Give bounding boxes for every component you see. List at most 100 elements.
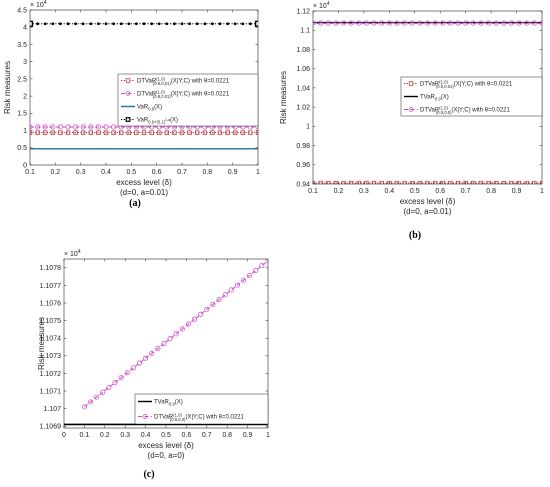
series-marker-3: [516, 20, 522, 26]
legend-entry-main: DTVaR: [420, 108, 440, 114]
series-marker-4: [226, 22, 230, 26]
panel-label: (b): [409, 230, 421, 241]
series-marker-3: [478, 20, 484, 26]
y-tick-label: 1.1: [300, 28, 310, 35]
series-group: [64, 259, 268, 426]
legend-entry-main: TVaR: [420, 95, 436, 101]
legend-swatch-marker: [142, 414, 148, 419]
series-marker-2: [143, 355, 149, 361]
legend-entry-main: VaR: [137, 105, 149, 111]
x-tick-label: 0.7: [461, 188, 471, 195]
series-marker-2: [161, 341, 167, 347]
axis-exponent-base: × 10: [30, 2, 44, 9]
panel-label: (c): [143, 469, 154, 480]
x-tick-label: 0.5: [410, 188, 420, 195]
series-marker-2: [155, 345, 161, 351]
series-marker-2: [167, 336, 173, 342]
y-tick-label: 0.5: [17, 145, 27, 152]
legend-entry-sub: 0.9+(0.1): [148, 119, 165, 124]
series-marker-3: [356, 20, 362, 26]
series-marker-2: [87, 399, 94, 405]
series-marker-1: [233, 130, 238, 135]
series-marker-2: [136, 360, 143, 366]
legend-entry-main: DTVaR: [137, 92, 157, 98]
series-marker-1: [387, 180, 392, 184]
series-marker-1: [134, 130, 139, 135]
series-marker-3: [379, 20, 385, 26]
series-marker-2: [216, 297, 222, 303]
series-marker-4: [188, 22, 192, 26]
series-marker-3: [394, 20, 400, 26]
series-marker-1: [225, 130, 230, 135]
series-marker-2: [228, 287, 234, 293]
series-marker-4: [51, 22, 55, 26]
series-marker-2: [173, 331, 179, 337]
legend-swatch-marker: [408, 81, 414, 86]
series-marker-2: [81, 404, 87, 410]
series-marker-4: [74, 22, 77, 26]
series-marker-1: [187, 130, 192, 135]
series-line-2: [84, 260, 268, 408]
legend-entry-sup: (1,0): [439, 105, 448, 110]
x-tick-label: 0.6: [152, 169, 162, 176]
legend-entry-sub: 0.9: [169, 401, 175, 406]
series-marker-1: [248, 130, 253, 135]
legend-entry-sub: (0.9,0.0): [436, 110, 452, 115]
axis-exponent: × 104: [30, 0, 47, 9]
series-group: [313, 20, 542, 184]
series-marker-1: [141, 130, 147, 135]
series-marker-4: [30, 20, 34, 27]
x-tick-label: 0.1: [80, 432, 90, 439]
series-marker-1: [364, 180, 369, 184]
series-marker-1: [202, 130, 207, 135]
series-marker-1: [58, 130, 63, 135]
x-tick-label: 1: [540, 188, 544, 195]
series-marker-3: [455, 20, 461, 26]
series-marker-2: [111, 124, 117, 130]
legend: DTVaR(1,0) (0.9,0.01)(X|Y;C) with θ=0.022…: [400, 76, 543, 117]
series-marker-1: [539, 180, 542, 184]
series-marker-1: [326, 180, 331, 184]
x-tick-label: 0.9: [512, 188, 522, 195]
x-tick-label: 1: [256, 169, 260, 176]
y-tick-label: 1.1076: [40, 300, 62, 307]
series-marker-1: [379, 180, 384, 184]
series-marker-1: [402, 180, 407, 184]
series-marker-3: [417, 20, 423, 26]
x-tick-label: 0.7: [177, 169, 187, 176]
legend-entry-sub: (0.9,0.01): [153, 81, 172, 86]
series-marker-3: [432, 20, 438, 26]
series-marker-2: [185, 321, 191, 327]
y-axis-label: Risk measures: [37, 317, 46, 370]
series-marker-3: [524, 20, 530, 26]
series-marker-4: [104, 22, 108, 26]
series-marker-1: [30, 130, 33, 135]
series-marker-4: [180, 22, 184, 26]
series-marker-4: [135, 22, 138, 26]
legend-entry: TVaR0.9(X): [154, 400, 183, 407]
series-marker-3: [501, 20, 507, 26]
x-axis-label: excess level (δ): [400, 197, 456, 206]
x-tick-label: 0.5: [161, 432, 171, 439]
series-marker-2: [100, 389, 106, 395]
legend-entry-main: DTVaR: [154, 415, 174, 421]
series-marker-1: [179, 130, 185, 135]
series-marker-4: [36, 22, 39, 26]
y-tick-label: 4: [23, 25, 27, 32]
series-marker-1: [119, 130, 124, 135]
y-tick-label: 1.1072: [40, 371, 62, 378]
legend-entry-tail: (X|Y;C) with θ=0.0221: [451, 108, 510, 114]
axis-exponent: × 104: [64, 249, 81, 258]
x-tick-label: 0.5: [126, 169, 136, 176]
series-marker-2: [124, 370, 130, 376]
series-marker-2: [210, 302, 216, 308]
series-marker-3: [402, 20, 408, 26]
y-tick-label: 1.1078: [40, 265, 62, 272]
legend-swatch-marker: [408, 107, 414, 112]
series-marker-3: [409, 20, 415, 26]
chart-panel-1: 0.1 0.2 0.3 0.4 0.5 0.6 0.7 0.8 0.9 1 0 0.5 1 1.5 2 2.5…: [3, 0, 260, 209]
axis-exponent: × 104: [313, 1, 330, 10]
series-marker-3: [508, 20, 515, 26]
x-tick-label: 0.6: [182, 432, 192, 439]
series-marker-3: [348, 20, 354, 26]
